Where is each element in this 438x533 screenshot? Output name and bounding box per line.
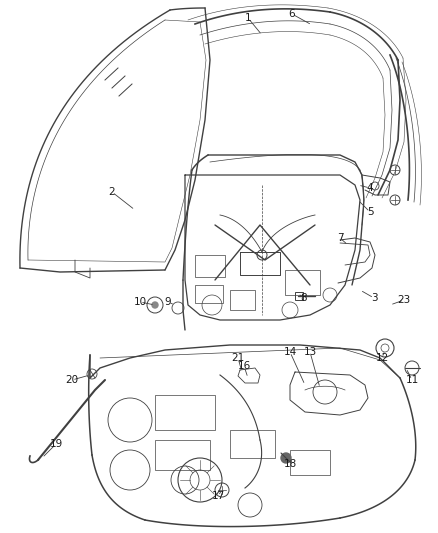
Text: 19: 19 bbox=[49, 439, 63, 449]
Text: 10: 10 bbox=[134, 297, 147, 307]
Text: 14: 14 bbox=[283, 347, 297, 357]
Bar bbox=[285, 270, 320, 295]
Bar bbox=[230, 430, 275, 458]
Bar bbox=[195, 255, 225, 277]
Text: 7: 7 bbox=[337, 233, 343, 243]
Text: 17: 17 bbox=[212, 491, 225, 501]
Text: 23: 23 bbox=[397, 295, 411, 305]
Text: 9: 9 bbox=[165, 297, 171, 307]
Text: 4: 4 bbox=[367, 183, 373, 193]
Text: 3: 3 bbox=[371, 293, 377, 303]
Text: 2: 2 bbox=[109, 187, 115, 197]
Text: 12: 12 bbox=[375, 353, 389, 363]
Text: 18: 18 bbox=[283, 459, 297, 469]
Bar bbox=[230, 290, 255, 310]
Text: 8: 8 bbox=[301, 293, 307, 303]
Circle shape bbox=[152, 302, 158, 308]
Circle shape bbox=[281, 453, 291, 463]
Text: 11: 11 bbox=[406, 375, 419, 385]
Bar bbox=[155, 440, 210, 470]
Bar bbox=[290, 450, 330, 475]
Text: 20: 20 bbox=[65, 375, 78, 385]
Text: 16: 16 bbox=[237, 361, 251, 371]
Bar bbox=[195, 285, 223, 303]
Bar bbox=[295, 292, 303, 300]
Text: 5: 5 bbox=[367, 207, 373, 217]
Text: 13: 13 bbox=[304, 347, 317, 357]
Text: 6: 6 bbox=[289, 9, 295, 19]
Bar bbox=[155, 395, 215, 430]
Text: 21: 21 bbox=[231, 353, 245, 363]
Text: 1: 1 bbox=[245, 13, 251, 23]
